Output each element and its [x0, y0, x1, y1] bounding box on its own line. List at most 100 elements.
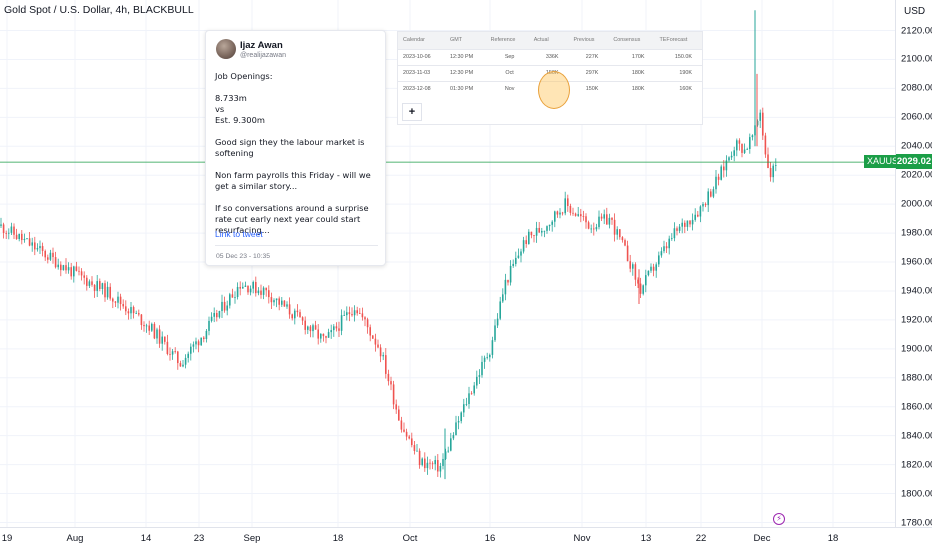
- candle-body: [723, 166, 725, 171]
- lightning-icon[interactable]: ⚡: [773, 513, 785, 525]
- table-cell: 297K: [568, 64, 609, 81]
- candle-body: [681, 222, 683, 227]
- candle-body: [156, 329, 158, 339]
- candle-body: [299, 312, 301, 318]
- calendar-header-cell: Calendar: [398, 32, 446, 49]
- candle-body: [499, 301, 501, 319]
- candle-body: [112, 298, 114, 302]
- price-tick-label: 1980.00: [901, 227, 932, 239]
- price-scale[interactable]: [895, 0, 932, 527]
- candle-body: [236, 286, 239, 298]
- candle-body: [775, 165, 777, 167]
- calendar-header-cell: Consensus: [608, 32, 655, 49]
- time-scale[interactable]: [0, 527, 932, 550]
- candle-body: [660, 251, 663, 256]
- candle-body: [483, 357, 486, 362]
- candle-body: [18, 233, 20, 240]
- candle-body: [694, 214, 696, 220]
- price-tick-label: 1940.00: [901, 285, 932, 297]
- candle-body: [702, 203, 704, 207]
- candle-body: [478, 375, 481, 377]
- candle-body: [359, 313, 361, 315]
- candle-body: [665, 246, 668, 249]
- symbol-title[interactable]: Gold Spot / U.S. Dollar, 4h, BLACKBULL: [4, 4, 194, 16]
- candle-body: [676, 228, 678, 231]
- candle-body: [629, 261, 631, 269]
- tweet-line: [215, 192, 383, 203]
- candlestick-chart[interactable]: [0, 0, 895, 527]
- candle-body: [580, 214, 582, 217]
- candle-body: [595, 227, 598, 230]
- candle-body: [720, 166, 722, 180]
- candle-body: [429, 462, 431, 464]
- candle-body: [405, 431, 408, 437]
- time-tick-label: 18: [827, 533, 839, 544]
- candle-body: [325, 336, 327, 338]
- candle-body: [338, 328, 340, 331]
- add-button[interactable]: +: [402, 103, 422, 121]
- candle-body: [444, 451, 447, 460]
- candle-body: [2, 224, 5, 233]
- candle-body: [606, 214, 608, 225]
- candle-body: [707, 191, 709, 206]
- candle-body: [452, 435, 455, 439]
- candle-body: [91, 281, 93, 285]
- candle-body: [632, 264, 634, 269]
- candle-body: [426, 462, 429, 469]
- candle-body: [223, 301, 226, 311]
- candle-body: [151, 323, 153, 331]
- candle-body: [569, 205, 572, 213]
- candle-body: [104, 283, 106, 298]
- highlight-circle-annotation[interactable]: [538, 71, 570, 109]
- price-unit-label[interactable]: USD: [904, 6, 926, 17]
- chart-area[interactable]: [0, 0, 895, 527]
- candle-body: [309, 326, 312, 332]
- candle-body: [21, 233, 23, 241]
- candle-body: [34, 242, 36, 250]
- candle-body: [400, 420, 403, 430]
- candle-body: [333, 326, 335, 331]
- candle-body: [572, 212, 574, 214]
- table-cell: 12:30 PM: [445, 64, 486, 81]
- candle-body: [626, 245, 629, 262]
- candle-body: [205, 330, 208, 339]
- candle-body: [541, 230, 543, 233]
- candle-body: [699, 206, 702, 217]
- divider: [215, 245, 378, 246]
- table-cell: 150K: [568, 80, 609, 97]
- candle-body: [585, 216, 587, 223]
- candle-body: [697, 214, 699, 217]
- candle-body: [62, 265, 65, 271]
- candle-body: [15, 234, 18, 240]
- candle-body: [689, 220, 691, 225]
- table-cell: Sep: [485, 48, 529, 65]
- candle-body: [10, 226, 13, 233]
- candle-body: [317, 329, 319, 339]
- candle-body: [538, 227, 540, 233]
- candle-body: [70, 267, 72, 277]
- candle-body: [203, 337, 205, 339]
- tweet-line: Est. 9.300m: [215, 115, 265, 125]
- candle-body: [335, 326, 338, 329]
- candle-body: [322, 333, 325, 337]
- calendar-header-cell: GMT: [445, 32, 486, 49]
- tweet-line: Good sign they the labour market is soft…: [215, 137, 365, 158]
- calendar-header-cell: Previous: [568, 32, 609, 49]
- candle-body: [361, 313, 364, 318]
- candle-body: [608, 217, 611, 225]
- candle-body: [590, 228, 592, 230]
- candle-body: [598, 216, 600, 228]
- candle-body: [382, 355, 384, 357]
- candle-body: [13, 226, 15, 235]
- time-tick-label: 14: [140, 533, 152, 544]
- candle-body: [356, 310, 358, 314]
- candle-body: [23, 238, 26, 241]
- candle-body: [208, 320, 210, 331]
- candle-body: [413, 445, 416, 451]
- tweet-link[interactable]: Link to tweet: [215, 229, 263, 239]
- candle-body: [379, 347, 382, 357]
- candle-body: [535, 227, 538, 236]
- candle-body: [307, 326, 309, 330]
- candle-body: [751, 135, 754, 138]
- candle-body: [455, 422, 457, 436]
